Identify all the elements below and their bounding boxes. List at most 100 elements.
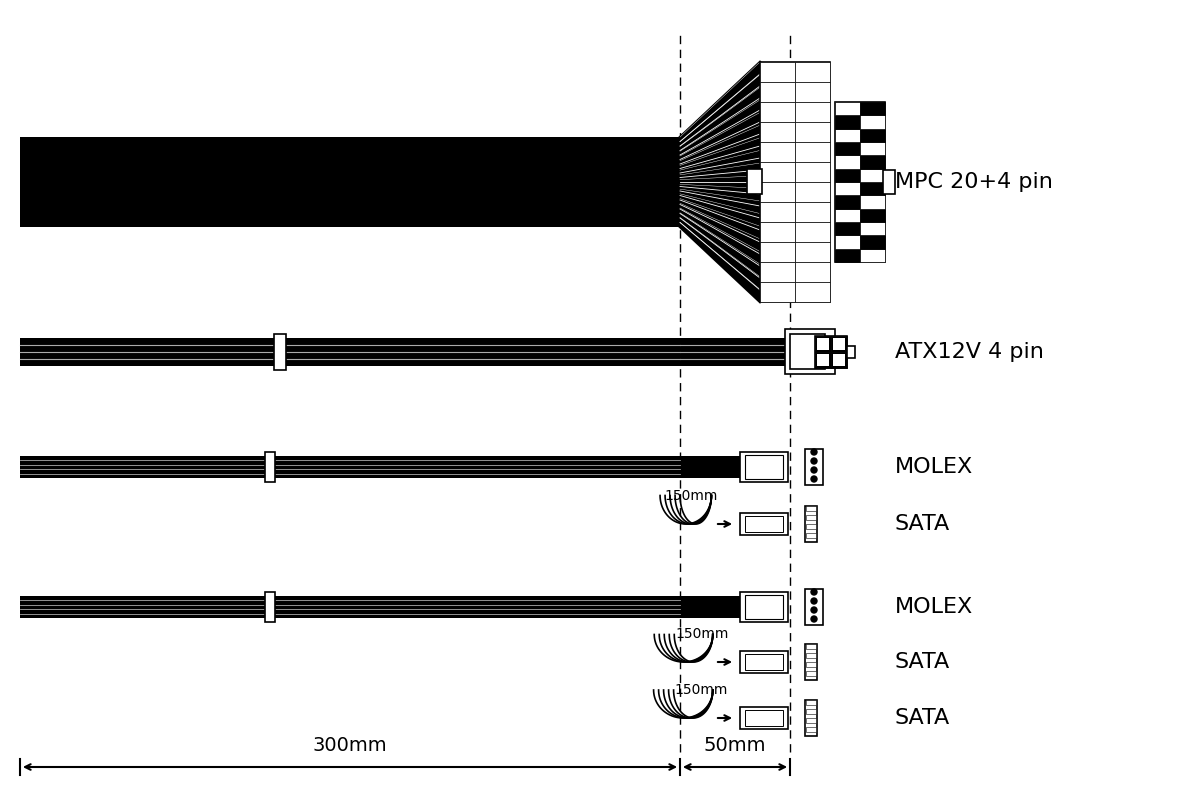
Bar <box>806 644 816 649</box>
Text: 150mm: 150mm <box>665 488 718 503</box>
Bar <box>860 196 886 209</box>
Bar <box>20 137 680 227</box>
Bar <box>806 700 816 705</box>
Bar <box>760 122 796 142</box>
Bar <box>806 524 816 529</box>
Bar <box>806 671 816 676</box>
Bar <box>740 592 788 622</box>
Bar <box>805 506 817 542</box>
Bar <box>20 596 680 618</box>
Bar <box>806 727 816 732</box>
Bar <box>796 242 830 262</box>
Bar <box>860 142 886 156</box>
Bar <box>860 249 886 262</box>
Bar <box>806 533 816 538</box>
Text: MOLEX: MOLEX <box>895 457 973 477</box>
Bar <box>740 513 788 535</box>
Bar <box>785 329 835 374</box>
Bar <box>883 170 895 194</box>
Bar <box>835 115 860 128</box>
Circle shape <box>811 449 817 455</box>
Bar <box>835 249 860 262</box>
Bar <box>796 122 830 142</box>
Text: 50mm: 50mm <box>703 736 767 755</box>
Bar <box>760 202 796 222</box>
Circle shape <box>811 458 817 464</box>
Bar <box>796 182 830 202</box>
Bar <box>860 209 886 222</box>
Bar <box>835 156 860 168</box>
Bar <box>745 595 784 619</box>
Bar <box>745 710 784 726</box>
Bar <box>760 162 796 182</box>
Circle shape <box>811 467 817 473</box>
Text: 300mm: 300mm <box>313 736 388 755</box>
Bar <box>796 102 830 122</box>
Bar <box>860 102 886 115</box>
Bar <box>796 82 830 102</box>
Bar <box>815 336 847 368</box>
Text: SATA: SATA <box>895 708 950 728</box>
Bar <box>830 352 847 368</box>
Bar <box>760 242 796 262</box>
Bar <box>835 168 860 182</box>
Bar <box>796 222 830 242</box>
Bar <box>760 282 796 302</box>
Circle shape <box>811 607 817 613</box>
Bar <box>796 162 830 182</box>
Bar <box>817 354 829 366</box>
Bar <box>740 707 788 729</box>
Text: 150mm: 150mm <box>674 683 728 697</box>
Bar <box>835 222 860 235</box>
Bar <box>680 596 740 618</box>
Bar <box>265 452 275 482</box>
Bar <box>740 651 788 673</box>
Text: MOLEX: MOLEX <box>895 597 973 617</box>
Circle shape <box>811 616 817 622</box>
Bar <box>815 336 830 352</box>
Bar <box>817 338 829 350</box>
Bar <box>815 352 830 368</box>
Text: SATA: SATA <box>895 652 950 672</box>
Bar <box>20 338 680 366</box>
Text: 150mm: 150mm <box>676 627 728 642</box>
Bar <box>833 338 845 350</box>
Bar <box>805 700 817 736</box>
Bar <box>760 222 796 242</box>
Polygon shape <box>680 62 760 302</box>
Bar <box>790 334 826 369</box>
Bar <box>835 102 860 115</box>
Bar <box>20 456 680 478</box>
Bar <box>760 62 796 82</box>
Bar <box>806 718 816 723</box>
Bar <box>680 338 790 366</box>
Bar <box>796 262 830 282</box>
Bar <box>745 516 784 532</box>
Bar <box>805 644 817 680</box>
Bar <box>796 142 830 162</box>
Bar <box>806 506 816 511</box>
Text: SATA: SATA <box>895 514 950 534</box>
Bar <box>860 156 886 168</box>
Bar <box>796 202 830 222</box>
Bar <box>860 222 886 235</box>
Bar <box>860 128 886 142</box>
Bar <box>805 589 823 625</box>
Bar <box>265 592 275 622</box>
Bar <box>860 115 886 128</box>
Bar <box>860 168 886 182</box>
Bar <box>274 334 286 370</box>
Bar <box>835 196 860 209</box>
Bar <box>835 128 860 142</box>
Bar <box>806 662 816 667</box>
Bar <box>760 262 796 282</box>
Bar <box>806 515 816 520</box>
Bar <box>680 456 740 478</box>
Bar <box>760 182 796 202</box>
Bar <box>745 654 784 670</box>
Bar <box>847 346 854 358</box>
Bar <box>830 336 847 352</box>
Bar <box>746 169 762 194</box>
Bar <box>835 142 860 156</box>
Bar <box>796 282 830 302</box>
